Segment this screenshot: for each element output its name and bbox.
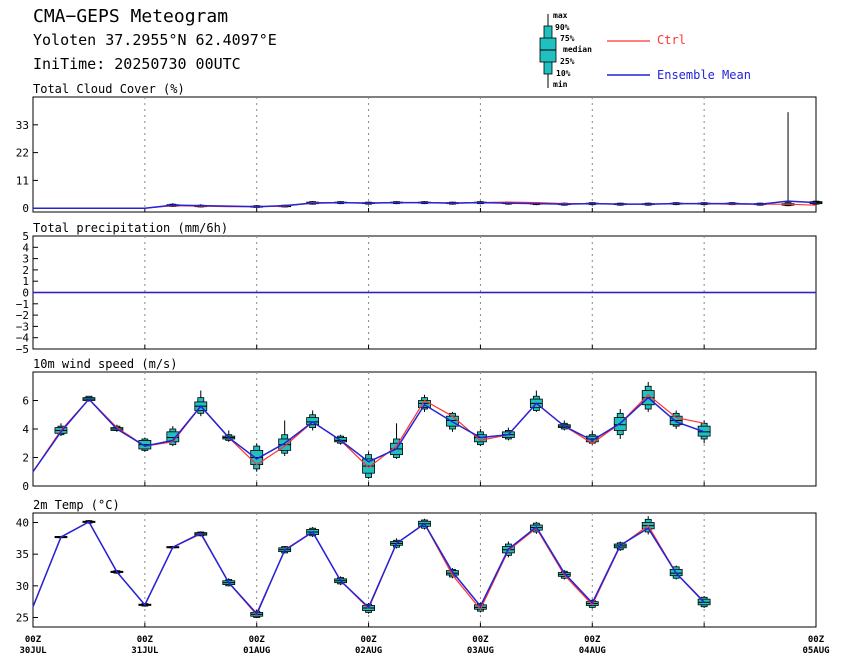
x-tick-label-hour: 00Z (808, 635, 825, 645)
panel-title: 10m wind speed (m/s) (33, 357, 178, 371)
y-tick-label: −2 (16, 309, 29, 322)
y-tick-label: 5 (22, 230, 29, 243)
meteogram-title: CMA−GEPS Meteogram (33, 6, 229, 27)
panel-title: 2m Temp (°C) (33, 498, 120, 512)
y-tick-label: 3 (22, 253, 29, 266)
y-tick-label: 0 (22, 287, 29, 300)
panel-frame (32, 512, 817, 628)
legend-p90-label: 90% (555, 23, 570, 32)
panel-2: 10m wind speed (m/s) 0 2 4 6 (22, 357, 817, 493)
x-tick-label-hour: 00Z (137, 635, 154, 645)
x-tick-label-hour: 00Z (584, 635, 601, 645)
init-time-label: IniTime: 20250730 00UTC (33, 55, 241, 73)
y-tick-label: −3 (16, 320, 29, 333)
legend-min-label: min (553, 80, 568, 89)
panel-3: 2m Temp (°C) 25 30 35 40 (16, 498, 817, 628)
x-tick-label-hour: 00Z (472, 635, 489, 645)
y-tick-label: 4 (22, 423, 29, 436)
y-tick-label: 25 (16, 612, 29, 625)
legend-p25-label: 25% (560, 57, 575, 66)
ensemble-mean-line (32, 520, 705, 616)
y-tick-label: 4 (22, 241, 29, 254)
ensemble-box (669, 410, 683, 429)
x-tick-label-date: 31JUL (131, 646, 159, 656)
ensemble-box (362, 451, 375, 479)
ensemble-box (278, 420, 292, 457)
x-tick-label-date: 01AUG (243, 646, 270, 656)
x-tick-label-date: 30JUL (19, 646, 47, 656)
legend-ctrl-label: Ctrl (657, 33, 686, 47)
x-tick-label-hour: 00Z (25, 635, 42, 645)
panel-frame (32, 96, 817, 213)
panel-title: Total Cloud Cover (%) (33, 82, 185, 96)
panel-0: Total Cloud Cover (%) 0 11 22 33 (16, 82, 823, 215)
legend-median-label: median (563, 45, 592, 54)
ensemble-box (306, 410, 320, 431)
x-tick-label-date: 03AUG (467, 646, 494, 656)
y-tick-label: 1 (22, 275, 29, 288)
location-label: Yoloten 37.2955°N 62.4097°E (33, 31, 277, 49)
y-tick-label: −5 (16, 343, 29, 356)
y-tick-label: 0 (22, 480, 29, 493)
y-tick-label: 35 (16, 548, 29, 561)
y-tick-label: −4 (16, 332, 30, 345)
y-tick-label: 11 (16, 174, 29, 187)
legend-p10-label: 10% (556, 69, 571, 78)
y-tick-label: −1 (16, 298, 29, 311)
x-tick-label-date: 04AUG (579, 646, 606, 656)
legend-mean-label: Ensemble Mean (657, 68, 751, 82)
y-tick-label: 30 (16, 580, 29, 593)
y-tick-label: 2 (22, 264, 29, 277)
x-tick-label-hour: 00Z (360, 635, 377, 645)
y-tick-label: 6 (22, 395, 29, 408)
x-tick-label-hour: 00Z (249, 635, 266, 645)
y-tick-label: 22 (16, 147, 29, 160)
panel-title: Total precipitation (mm/6h) (33, 221, 228, 235)
ensemble-mean-line (32, 396, 705, 473)
y-tick-label: 2 (22, 452, 29, 465)
series-legend-lines (607, 40, 650, 76)
legend-max-label: max (553, 11, 568, 20)
panel-1: Total precipitation (mm/6h) −5−4−3−2−1012… (16, 221, 817, 356)
x-tick-label-date: 05AUG (802, 646, 829, 656)
legend-p75-label: 75% (560, 34, 575, 43)
box-legend-glyph (539, 14, 557, 88)
y-tick-label: 0 (22, 202, 29, 215)
y-tick-label: 33 (16, 119, 29, 132)
x-tick-label-date: 02AUG (355, 646, 382, 656)
y-tick-label: 40 (16, 517, 29, 530)
ensemble-box (781, 112, 795, 207)
ensemble-mean-line (33, 200, 817, 209)
ensemble-box (250, 443, 264, 472)
